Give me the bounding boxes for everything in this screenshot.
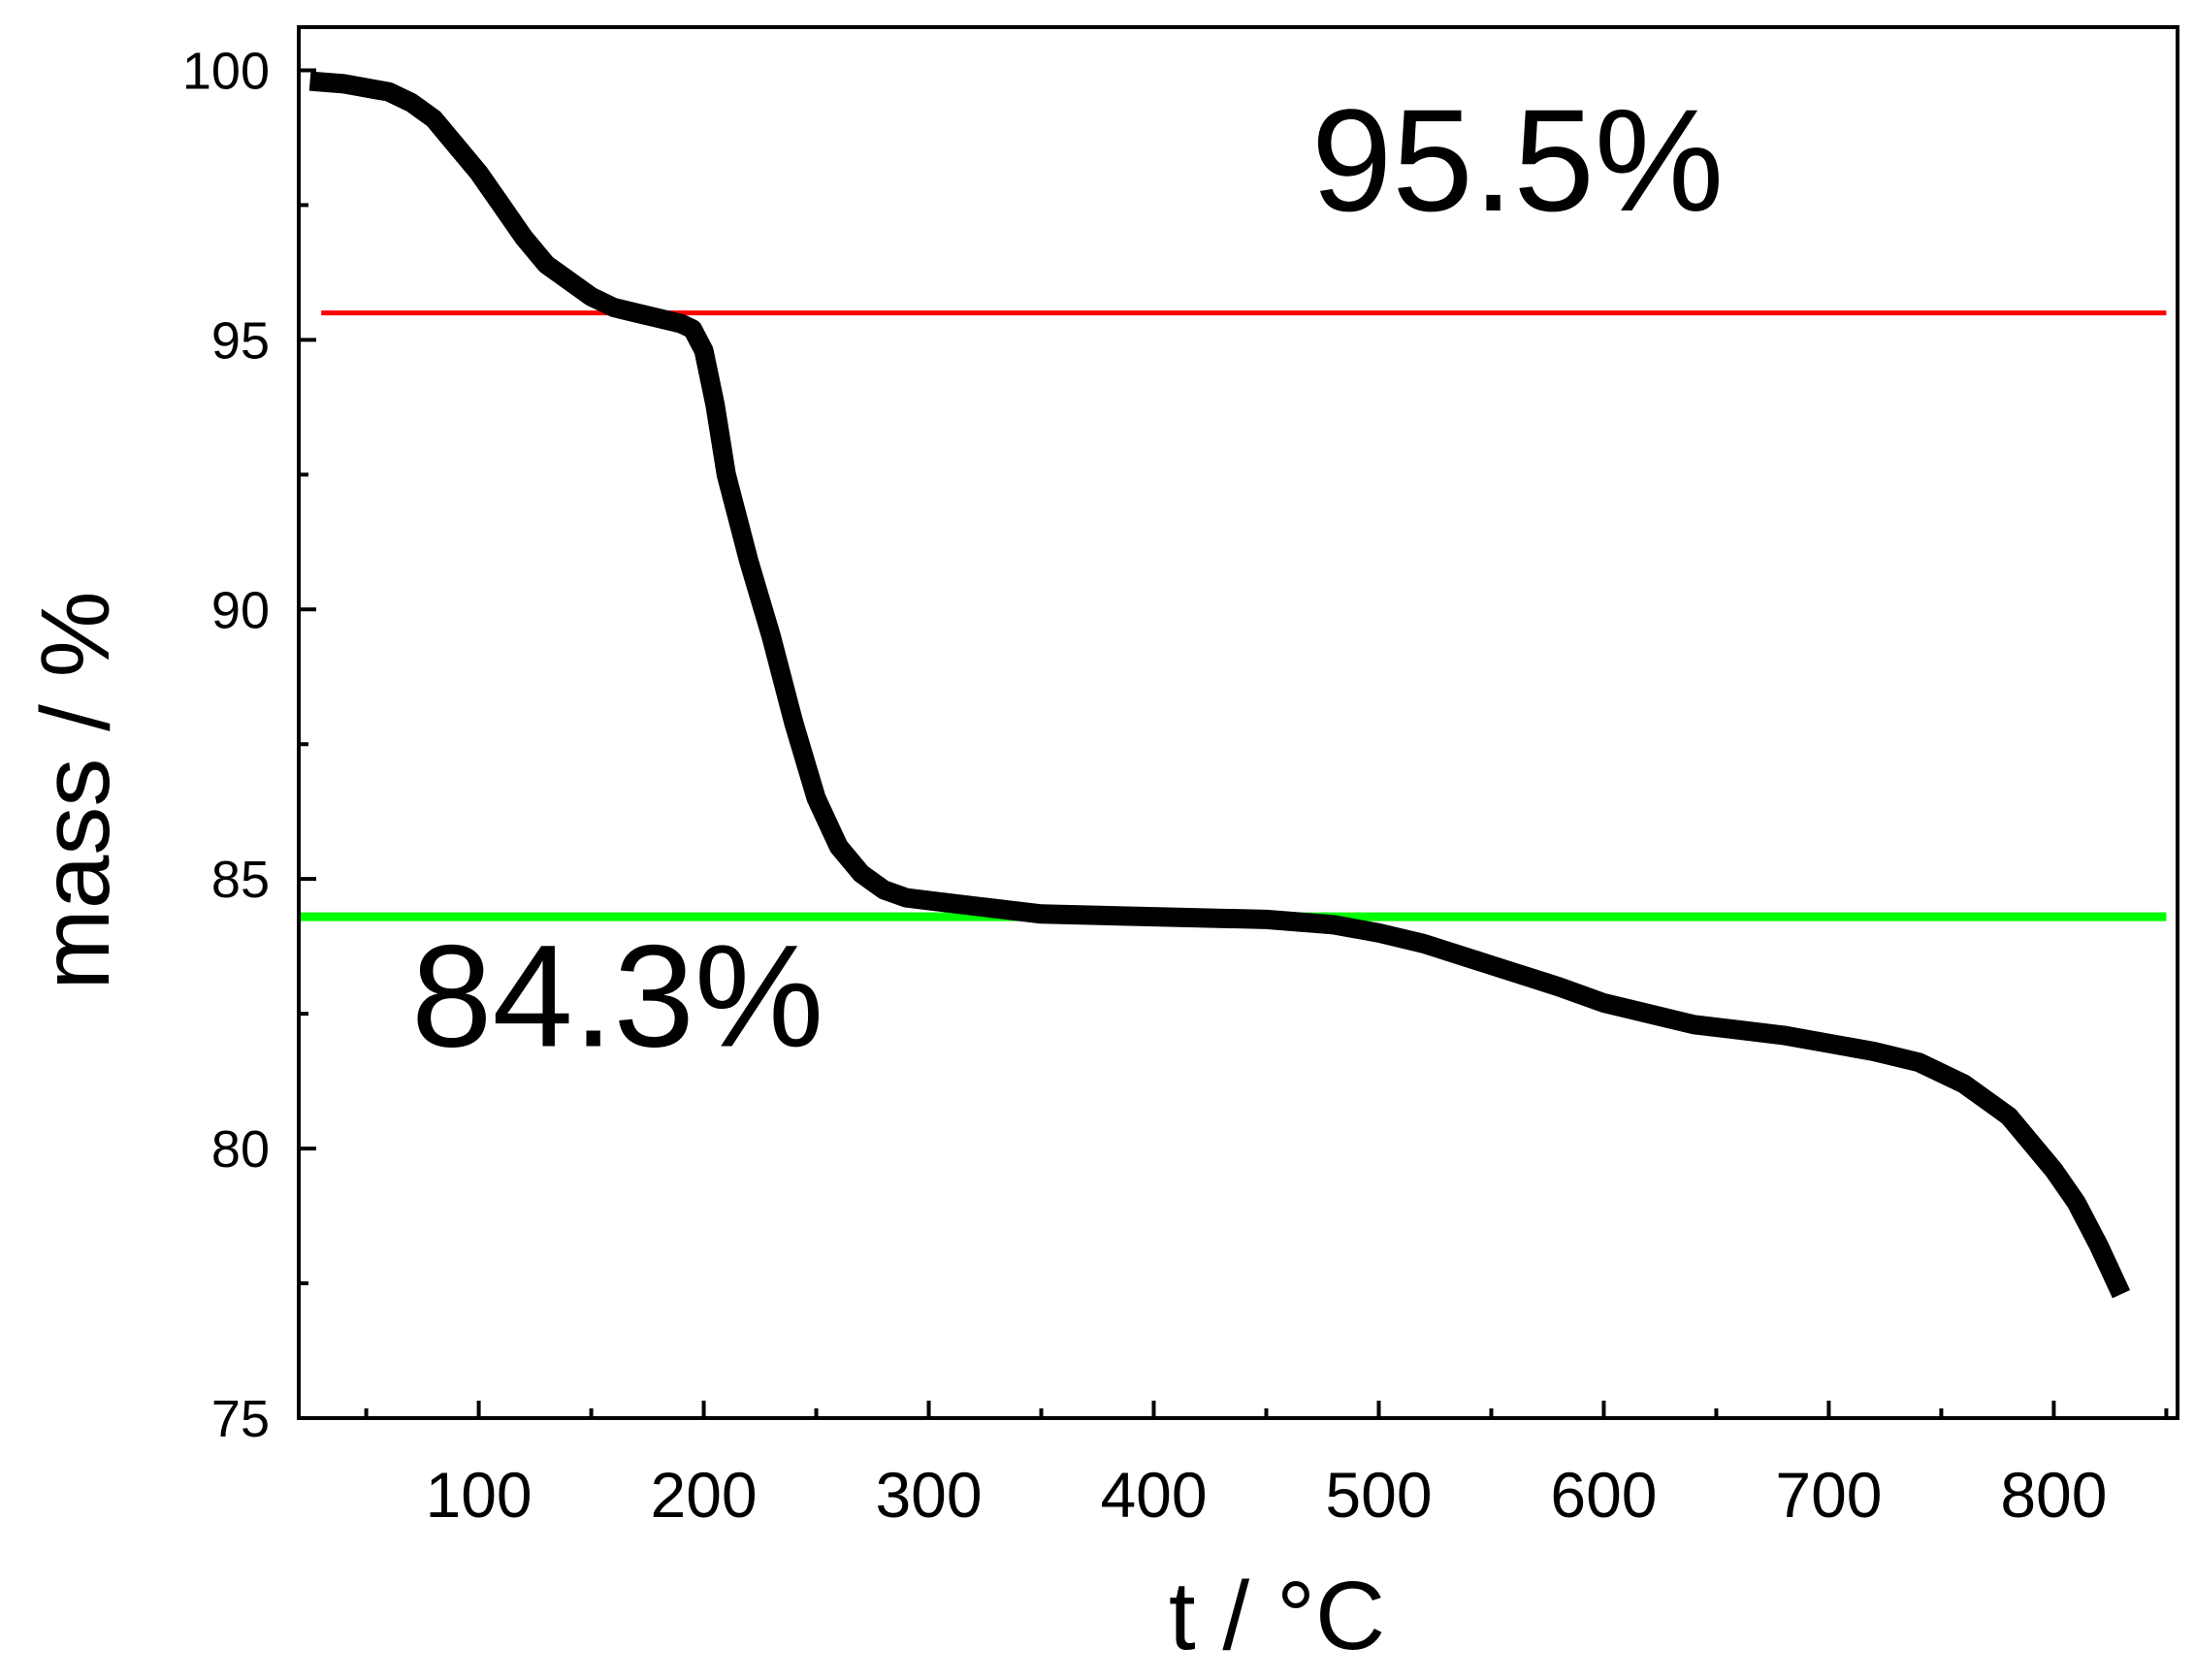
annotations: 95.5% 84.3% <box>411 79 1724 1078</box>
x-tick-label-500: 500 <box>1325 1459 1432 1531</box>
annotation-label-1: 84.3% <box>411 914 823 1077</box>
x-tick-label-800: 800 <box>2000 1459 2107 1531</box>
series-line-0 <box>308 71 2131 1299</box>
y-tick-label-75: 75 <box>211 1390 270 1448</box>
x-tick-label-200: 200 <box>650 1459 757 1531</box>
y-tick-label-100: 100 <box>182 42 270 100</box>
y-tick-label-85: 85 <box>211 851 270 909</box>
series-group <box>308 71 2131 1299</box>
x-tick-label-400: 400 <box>1100 1459 1207 1531</box>
y-axis-title: mass / % <box>21 591 130 989</box>
x-axis-ticks: 100 200 300 400 500 600 700 800 <box>364 1401 2169 1531</box>
x-axis-title: t / °C <box>1169 1562 1385 1670</box>
x-tick-label-100: 100 <box>426 1459 533 1531</box>
plot-frame <box>297 25 2179 1420</box>
y-tick-label-95: 95 <box>211 311 270 370</box>
x-tick-label-600: 600 <box>1550 1459 1657 1531</box>
y-tick-label-90: 90 <box>211 581 270 639</box>
y-axis-ticks: 75 80 85 90 95 100 <box>182 42 316 1448</box>
x-tick-label-300: 300 <box>875 1459 982 1531</box>
y-tick-label-80: 80 <box>211 1120 270 1179</box>
x-tick-label-700: 700 <box>1775 1459 1882 1531</box>
annotation-label-0: 95.5% <box>1311 79 1724 242</box>
